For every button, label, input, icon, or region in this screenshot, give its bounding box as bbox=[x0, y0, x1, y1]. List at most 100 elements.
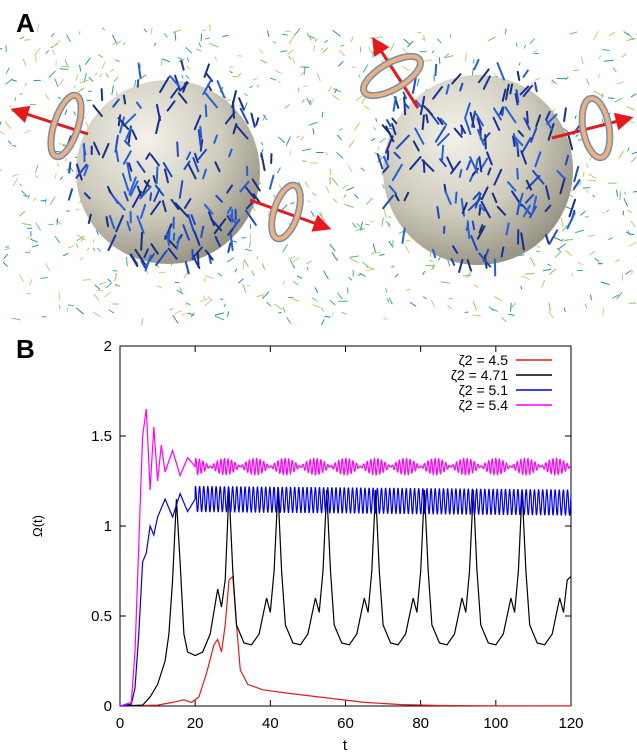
field-arrow bbox=[209, 42, 219, 48]
surface-arrow bbox=[119, 116, 125, 134]
field-arrow bbox=[76, 243, 79, 248]
surface-arrow bbox=[199, 125, 203, 139]
surface-arrow bbox=[545, 110, 551, 121]
series-line bbox=[119, 575, 572, 707]
field-arrow bbox=[381, 217, 385, 227]
surface-arrow bbox=[401, 227, 406, 244]
surface-arrow bbox=[180, 59, 185, 71]
series-lines bbox=[119, 408, 572, 707]
field-arrow bbox=[334, 88, 338, 94]
series-line bbox=[119, 485, 572, 707]
field-arrow bbox=[266, 301, 272, 307]
panel-b-label: B bbox=[16, 334, 35, 364]
surface-arrow bbox=[226, 206, 232, 214]
surface-arrow bbox=[67, 188, 74, 201]
surface-arrow bbox=[459, 82, 464, 92]
field-arrow bbox=[285, 136, 291, 146]
surface-arrow bbox=[496, 62, 506, 81]
surface-arrow bbox=[473, 58, 480, 71]
field-arrow bbox=[85, 57, 91, 65]
field-arrow bbox=[466, 270, 473, 279]
field-arrow bbox=[141, 317, 144, 325]
surface-arrow bbox=[464, 117, 472, 136]
field-arrow bbox=[607, 97, 615, 100]
field-arrow bbox=[0, 131, 5, 135]
surface-arrow bbox=[163, 168, 169, 184]
field-arrow bbox=[630, 93, 637, 98]
field-arrow bbox=[355, 95, 362, 102]
field-arrow bbox=[256, 84, 260, 88]
field-arrow bbox=[584, 303, 588, 309]
surface-arrow bbox=[466, 160, 472, 171]
field-arrow bbox=[185, 46, 193, 54]
surface-arrow bbox=[476, 117, 483, 131]
field-arrow bbox=[615, 259, 620, 263]
surface-arrow bbox=[482, 132, 491, 142]
field-arrow bbox=[228, 66, 234, 68]
field-arrow bbox=[79, 256, 84, 261]
field-arrow bbox=[529, 38, 535, 44]
surface-arrow bbox=[436, 116, 444, 126]
surface-arrow bbox=[461, 202, 468, 215]
field-arrow bbox=[64, 109, 68, 116]
surface-arrow bbox=[419, 95, 426, 116]
surface-arrow bbox=[139, 203, 147, 219]
field-arrow bbox=[31, 244, 39, 248]
field-arrow bbox=[443, 53, 450, 58]
surface-arrow bbox=[504, 106, 517, 124]
field-arrow bbox=[174, 310, 182, 315]
surface-arrow bbox=[136, 185, 143, 197]
field-arrow bbox=[341, 184, 348, 190]
field-arrow bbox=[623, 31, 631, 37]
field-arrow bbox=[630, 270, 634, 275]
surface-arrow bbox=[184, 261, 190, 275]
field-arrow bbox=[77, 87, 85, 93]
field-arrow bbox=[585, 78, 590, 85]
field-arrow bbox=[494, 296, 503, 302]
field-arrow bbox=[388, 240, 394, 248]
field-arrow bbox=[262, 291, 270, 300]
field-arrow bbox=[93, 293, 100, 301]
surface-arrow bbox=[239, 180, 250, 193]
field-arrow bbox=[185, 74, 190, 80]
field-arrow bbox=[430, 299, 435, 308]
field-arrow bbox=[429, 259, 433, 262]
surface-arrow bbox=[465, 222, 469, 231]
field-arrow bbox=[246, 285, 251, 287]
field-arrow bbox=[12, 177, 19, 187]
field-arrow bbox=[143, 28, 148, 33]
surface-arrow bbox=[214, 235, 221, 248]
surface-arrow bbox=[123, 139, 131, 147]
surface-arrow bbox=[204, 92, 218, 109]
field-arrow bbox=[161, 58, 170, 63]
surface-arrow bbox=[441, 144, 445, 161]
field-arrow bbox=[383, 208, 387, 218]
surface-arrow bbox=[75, 163, 88, 179]
surface-arrow bbox=[523, 117, 531, 131]
surface-arrow bbox=[121, 172, 130, 192]
surface-arrow bbox=[197, 148, 208, 160]
field-arrow bbox=[379, 35, 384, 39]
field-arrow bbox=[472, 301, 477, 311]
surface-arrow bbox=[126, 221, 132, 232]
field-arrow bbox=[589, 250, 596, 256]
surface-arrow bbox=[169, 75, 181, 88]
field-arrow bbox=[612, 67, 617, 73]
field-arrow bbox=[5, 67, 10, 74]
field-arrow bbox=[325, 152, 329, 156]
field-arrow bbox=[48, 70, 56, 78]
surface-arrow bbox=[514, 92, 519, 106]
surface-arrow bbox=[487, 167, 492, 176]
field-arrow bbox=[422, 296, 427, 300]
field-arrow bbox=[627, 147, 630, 152]
field-arrow bbox=[379, 253, 385, 257]
field-arrow bbox=[324, 316, 331, 318]
surface-arrow bbox=[207, 211, 216, 227]
surface-arrow bbox=[443, 183, 447, 193]
field-arrow bbox=[347, 164, 353, 173]
field-arrow bbox=[548, 302, 551, 312]
field-arrow bbox=[385, 287, 388, 294]
field-arrow bbox=[600, 281, 610, 286]
field-arrow bbox=[21, 222, 32, 226]
field-arrow bbox=[73, 111, 76, 116]
